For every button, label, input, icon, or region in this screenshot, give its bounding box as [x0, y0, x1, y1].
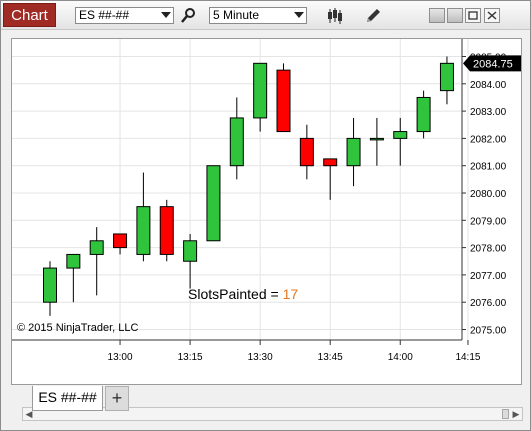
candle-body — [113, 233, 128, 249]
candle-body — [393, 131, 408, 139]
candle-body — [253, 62, 268, 119]
close-icon — [487, 11, 497, 20]
tab-instrument[interactable]: ES ##-## — [32, 386, 103, 411]
time-tick-label: 14:15 — [455, 352, 480, 363]
price-tick-label: 2082.00 — [470, 134, 507, 145]
chevron-down-icon — [294, 12, 304, 18]
maximize-button[interactable] — [465, 8, 481, 23]
instrument-select-value: ES ##-## — [79, 8, 130, 22]
candle-body — [229, 117, 244, 167]
slots-painted-value: 17 — [283, 286, 299, 302]
copyright-text: © 2015 NinjaTrader, LLC — [17, 322, 138, 334]
interval-select-value: 5 Minute — [213, 8, 260, 22]
scroll-left-icon[interactable]: ◀ — [25, 409, 33, 419]
price-tick-label: 2080.00 — [470, 189, 507, 200]
price-tick-label: 2077.00 — [470, 271, 507, 282]
candle-body — [136, 206, 151, 255]
price-axis: 2075.00 2076.00 2077.00 2078.00 2079.00 2080.… — [12, 39, 507, 341]
bar-style-icon[interactable] — [325, 6, 345, 26]
slots-painted-label: SlotsPainted = 17 — [188, 286, 298, 302]
time-tick-label: 13:45 — [318, 352, 343, 363]
candle[interactable] — [136, 172, 151, 262]
candle[interactable] — [159, 199, 174, 262]
candle[interactable] — [206, 165, 221, 242]
close-button[interactable] — [484, 8, 500, 23]
candle[interactable] — [113, 233, 128, 255]
candle[interactable] — [439, 56, 454, 105]
candle-body — [323, 158, 338, 167]
candle[interactable] — [299, 124, 314, 180]
scroll-right-icon[interactable]: ▶ — [512, 409, 520, 419]
price-tick-label: 2079.00 — [470, 216, 507, 227]
candle-body — [346, 137, 361, 167]
candle-body — [439, 62, 454, 92]
candle[interactable] — [89, 227, 104, 296]
price-tick-label: 2083.00 — [470, 107, 507, 118]
restore-button[interactable] — [447, 8, 463, 23]
add-tab-button[interactable]: + — [105, 386, 129, 411]
candle-body — [369, 137, 384, 141]
maximize-icon — [468, 11, 478, 20]
candle[interactable] — [276, 63, 291, 133]
price-tick-label: 2076.00 — [470, 298, 507, 309]
time-axis: 13:00 13:15 13:30 13:45 14:00 14:15 — [108, 340, 481, 363]
horizontal-scrollbar[interactable]: ◀ ▶ — [22, 407, 523, 421]
interval-select[interactable]: 5 Minute — [209, 7, 307, 24]
time-tick-label: 14:00 — [388, 352, 413, 363]
candle[interactable] — [253, 62, 268, 132]
candlestick-chart[interactable]: 2075.00 2076.00 2077.00 2078.00 2079.00 2080.… — [12, 39, 521, 369]
last-price-label: 2084.75 — [473, 58, 513, 70]
candle[interactable] — [229, 97, 244, 180]
candle-body — [416, 96, 431, 133]
price-tick-label: 2075.00 — [470, 326, 507, 337]
minimize-button[interactable] — [429, 8, 445, 23]
instrument-select[interactable]: ES ##-## — [75, 7, 174, 24]
time-tick-label: 13:00 — [108, 352, 133, 363]
search-icon[interactable] — [179, 6, 199, 26]
last-price-marker: 2084.75 — [463, 55, 521, 72]
chevron-down-icon — [161, 12, 171, 18]
price-tick-label: 2078.00 — [470, 244, 507, 255]
candle[interactable] — [369, 117, 384, 166]
candle[interactable] — [66, 253, 81, 303]
candle-body — [276, 69, 291, 133]
candle-body — [183, 240, 198, 262]
price-tick-label: 2084.00 — [470, 80, 507, 91]
candle[interactable] — [323, 158, 338, 200]
chart-panel[interactable]: 2075.00 2076.00 2077.00 2078.00 2079.00 2080.… — [11, 38, 523, 421]
candle[interactable] — [393, 117, 408, 166]
price-tick-label: 2081.00 — [470, 162, 507, 173]
candle[interactable] — [183, 233, 198, 289]
candle[interactable] — [43, 261, 57, 316]
candle-body — [206, 165, 221, 242]
candle-body — [89, 240, 104, 255]
candle[interactable] — [346, 117, 361, 187]
candle-series — [43, 56, 454, 316]
slots-painted-text: SlotsPainted = — [188, 286, 283, 302]
window-title[interactable]: Chart — [3, 3, 56, 27]
pencil-icon[interactable] — [363, 6, 383, 26]
candle-body — [66, 253, 81, 269]
time-tick-label: 13:15 — [178, 352, 203, 363]
candle-body — [159, 206, 174, 255]
toolbar: Chart ES ##-## 5 Minute — [1, 1, 530, 30]
candle[interactable] — [416, 90, 431, 139]
time-tick-label: 13:30 — [248, 352, 273, 363]
candle-body — [43, 267, 57, 303]
scroll-thumb[interactable] — [502, 409, 509, 419]
candle-body — [299, 137, 314, 167]
